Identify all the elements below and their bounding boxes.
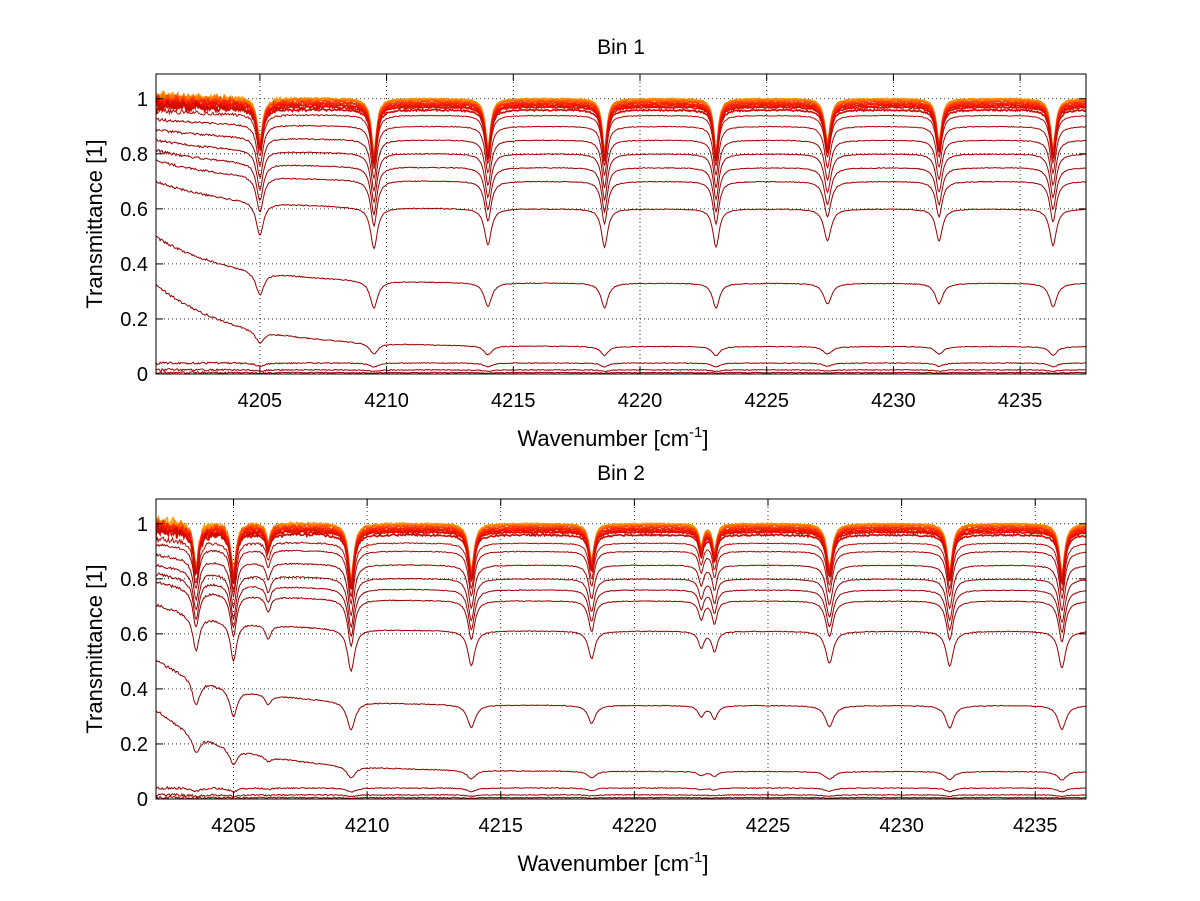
series-line [156, 370, 1086, 374]
x-tick-label: 4210 [345, 815, 390, 837]
series-line [156, 117, 1086, 181]
series-line [156, 523, 1086, 590]
axes-frame [155, 498, 1087, 800]
series-line [156, 710, 1086, 781]
x-tick-label: 4220 [618, 390, 663, 412]
plot-area [156, 74, 1086, 374]
x-tick-label: 4220 [612, 815, 657, 837]
series-line [156, 93, 1086, 160]
series-line [156, 95, 1086, 161]
series-line [156, 139, 1086, 205]
x-tick-label: 4225 [746, 815, 791, 837]
series-line [156, 660, 1086, 731]
y-tick-label: 0.2 [120, 309, 148, 331]
y-tick-label: 0.8 [120, 569, 148, 591]
series-line [156, 159, 1086, 228]
plot-area [156, 499, 1086, 799]
series-line [156, 603, 1086, 673]
y-tick-label: 0.6 [120, 624, 148, 646]
series-line [156, 536, 1086, 598]
x-tick-label: 4235 [998, 390, 1043, 412]
series-line [156, 107, 1086, 170]
y-axis-label: Transmittance [1] [82, 139, 107, 308]
x-tick-label: 4210 [364, 390, 409, 412]
chart-bin-2: 4205 4210 4215 4220 4225 4230 4235 0 0.2 0.4 0.6 0.… [82, 462, 1087, 876]
x-tick-label: 4225 [744, 390, 789, 412]
y-tick-label: 0.2 [120, 734, 148, 756]
y-tick-label: 0 [137, 789, 148, 811]
x-tick-label: 4215 [491, 390, 536, 412]
y-tick-label: 1 [137, 89, 148, 111]
x-tick-label: 4235 [1013, 815, 1058, 837]
x-tick-label: 4215 [478, 815, 523, 837]
x-axis-label: Wavenumber [cm-1] [517, 424, 708, 451]
series-line [156, 149, 1086, 217]
series-line [156, 521, 1086, 585]
chart-title: Bin 1 [597, 36, 645, 59]
series-line [156, 792, 1086, 798]
axes-frame [155, 73, 1087, 375]
series-line [156, 361, 1086, 368]
series-line [156, 98, 1086, 165]
y-tick-label: 1 [137, 514, 148, 536]
x-tick-label: 4205 [211, 815, 256, 837]
series-line [156, 785, 1086, 794]
y-tick-label: 0.6 [120, 199, 148, 221]
series-group [156, 514, 1086, 799]
series-line [156, 581, 1086, 648]
series-line [156, 98, 1086, 167]
series-line [156, 552, 1086, 617]
y-axis-label: Transmittance [1] [82, 564, 107, 733]
x-tick-label: 4205 [238, 390, 283, 412]
series-line [156, 180, 1086, 250]
y-tick-label: 0.8 [120, 144, 148, 166]
y-tick-label: 0.4 [120, 254, 148, 276]
series-line [156, 235, 1086, 310]
y-tick-label: 0.4 [120, 679, 148, 701]
series-line [156, 283, 1086, 357]
series-line [156, 367, 1086, 373]
series-line [156, 543, 1086, 606]
chart-title: Bin 2 [597, 462, 645, 485]
series-line [156, 795, 1086, 799]
x-tick-label: 4230 [871, 390, 916, 412]
series-line [156, 563, 1086, 629]
chart-bin-1: 4205 4210 4215 4220 4225 4230 4235 0 0.2 0.4 0.6 0.… [82, 36, 1087, 451]
series-line [156, 526, 1086, 591]
x-tick-label: 4230 [879, 815, 924, 837]
series-line [156, 572, 1086, 638]
x-axis-label: Wavenumber [cm-1] [517, 849, 708, 876]
y-tick-label: 0 [137, 364, 148, 386]
series-line [156, 128, 1086, 193]
series-group [156, 89, 1086, 374]
